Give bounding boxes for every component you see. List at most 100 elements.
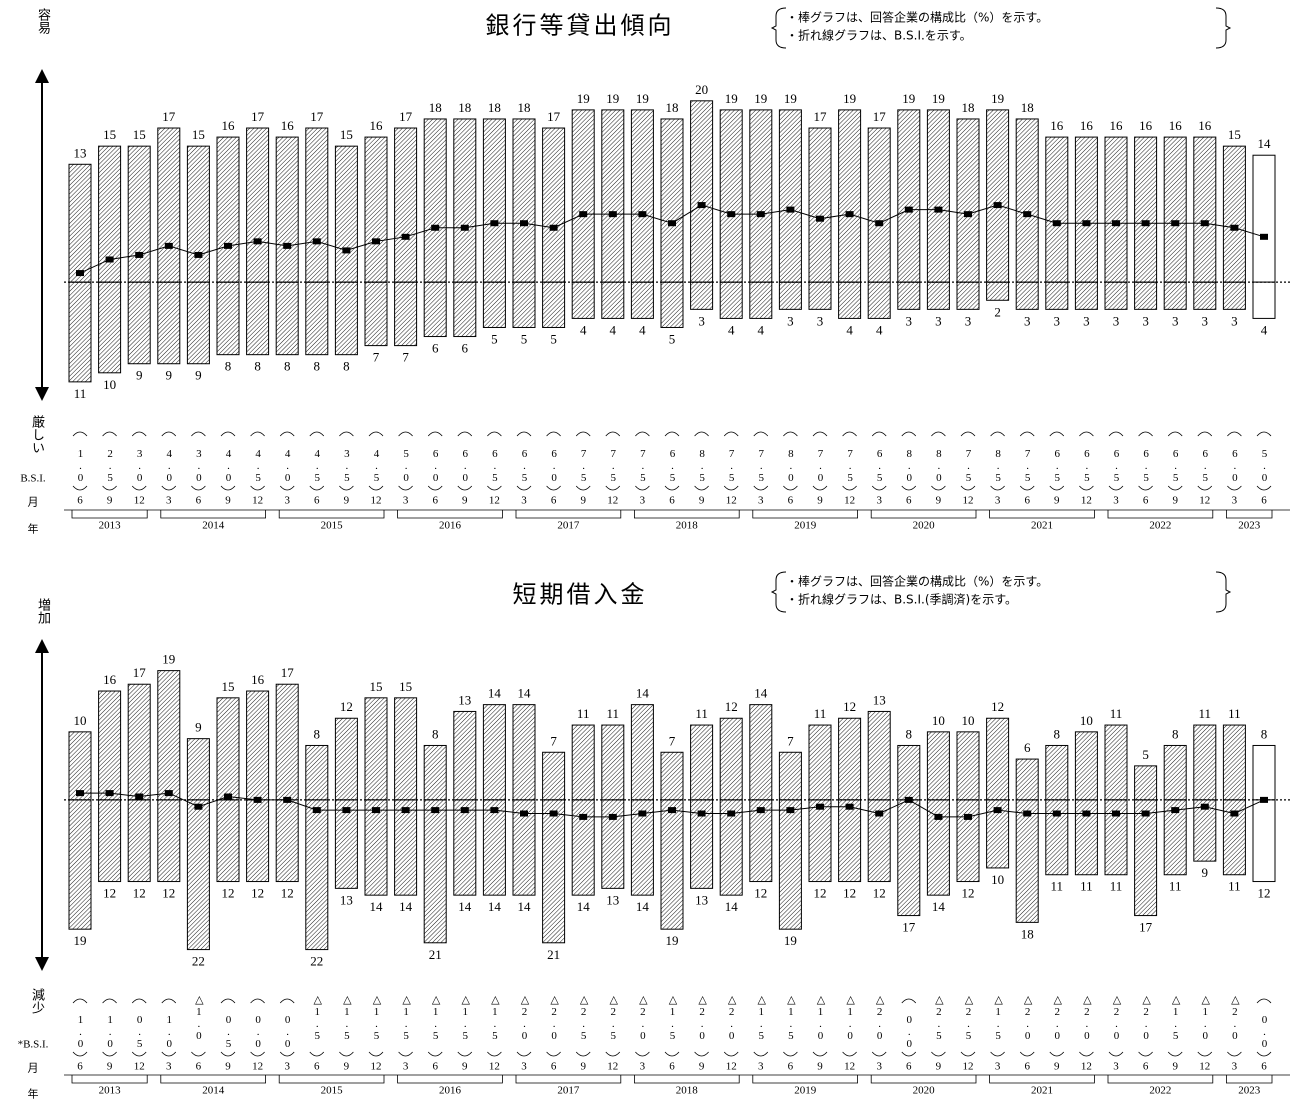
bar-label: 14 [725, 899, 739, 914]
bar-label: 10 [74, 713, 87, 728]
month-label: 12 [1199, 495, 1210, 507]
bar-down [601, 799, 625, 889]
bar-label: 4 [610, 322, 617, 337]
bar-label: 15 [103, 127, 116, 142]
month-label: 6 [77, 495, 83, 507]
bar-label: 17 [251, 109, 265, 124]
bar-label: 9 [1202, 865, 1209, 880]
bar-up [1134, 136, 1158, 283]
paren-mark [842, 485, 857, 491]
month-label: 12 [134, 495, 145, 507]
paren-mark [398, 1051, 413, 1057]
year-label: 2020 [913, 520, 936, 532]
bar-up [364, 697, 388, 801]
bar-up [986, 109, 1010, 283]
month-label: 3 [876, 1061, 882, 1073]
month-label: 6 [314, 495, 320, 507]
bar-down [334, 799, 358, 889]
year-label: 2019 [794, 520, 817, 532]
paren-mark [220, 431, 236, 437]
bar-label: 15 [133, 127, 146, 142]
paren-mark [723, 485, 739, 491]
bsi-label: △1.5 [992, 993, 1004, 1042]
bsi-point [520, 220, 528, 227]
year-bracket [515, 1075, 622, 1084]
paren-mark [901, 485, 917, 491]
bsi-label: 7.5 [726, 448, 738, 484]
bar-label: 3 [1083, 313, 1090, 328]
bsi-label: △1.0 [844, 993, 856, 1042]
paren-mark [1108, 1051, 1124, 1057]
bar-down [482, 799, 506, 896]
bar-label: 11 [1169, 879, 1182, 894]
bsi-point [283, 242, 292, 249]
paren-mark [694, 1051, 709, 1057]
bsi-label: △1.5 [459, 993, 471, 1042]
month-label: 6 [432, 495, 438, 507]
bsi-point [76, 790, 84, 797]
bsi-label: 7.5 [755, 448, 767, 484]
paren-mark [220, 1051, 236, 1057]
paren-mark [309, 1051, 325, 1057]
month-label: 6 [551, 1061, 557, 1073]
paren-mark [516, 485, 532, 491]
year-bracket [160, 510, 266, 519]
bsi-point [993, 807, 1002, 814]
bar-label: 16 [222, 118, 236, 133]
month-label: 9 [344, 495, 350, 507]
bsi-point [697, 202, 706, 209]
bsi-label: 6.5 [1110, 448, 1122, 484]
bsi-point [549, 810, 558, 817]
bar-label: 10 [932, 713, 945, 728]
month-label: 3 [1113, 495, 1119, 507]
row-label: B.S.I. [20, 473, 46, 485]
bsi-label: △2.5 [933, 993, 945, 1042]
bar-down [305, 799, 329, 951]
bsi-label: 6.5 [518, 448, 530, 484]
paren-mark [871, 431, 887, 437]
month-label: 9 [936, 495, 942, 507]
bar-label: 6 [462, 341, 469, 356]
bar-down [512, 281, 536, 328]
bar-label: 5 [669, 331, 676, 346]
bar-label: 12 [251, 886, 264, 901]
bar-label: 7 [787, 733, 794, 748]
bar-up [1222, 145, 1246, 283]
bar-label: 14 [488, 899, 502, 914]
bar-down [394, 281, 418, 347]
bar-label: 19 [666, 933, 679, 948]
bar-down [542, 799, 566, 944]
paren-mark [1019, 485, 1035, 491]
year-label: 2019 [794, 1085, 817, 1097]
bar-label: 14 [370, 899, 384, 914]
bsi-label: 4.0 [282, 448, 294, 484]
bar-label: 16 [1080, 118, 1094, 133]
bar-up [68, 163, 92, 283]
month-label: 12 [1199, 1061, 1210, 1073]
month-label: 3 [758, 495, 764, 507]
month-label: 12 [844, 1061, 855, 1073]
bar-label: 8 [314, 726, 321, 741]
month-label: 9 [699, 1061, 705, 1073]
bsi-label: 4.5 [252, 448, 264, 484]
bsi-label: 3.0 [193, 448, 205, 484]
bar-label: 9 [166, 368, 173, 383]
paren-mark [516, 1051, 532, 1057]
bar-up [1074, 731, 1098, 801]
bsi-label: △2.0 [637, 993, 649, 1042]
bar-label: 12 [843, 699, 856, 714]
bsi-point [579, 211, 588, 218]
bsi-point [460, 807, 469, 814]
bar-label: 3 [1172, 313, 1179, 328]
month-label: 12 [607, 495, 618, 507]
bar-label: 4 [580, 322, 587, 337]
bsi-label: 6.5 [666, 448, 678, 484]
bar-label: 17 [281, 665, 295, 680]
month-label: 6 [1261, 1061, 1267, 1073]
bar-label: 21 [547, 947, 560, 962]
bsi-label: △1.5 [755, 993, 767, 1042]
bsi-point [964, 211, 972, 218]
paren-mark [664, 485, 680, 491]
bar-label: 17 [1139, 920, 1153, 935]
paren-mark [783, 1051, 798, 1057]
